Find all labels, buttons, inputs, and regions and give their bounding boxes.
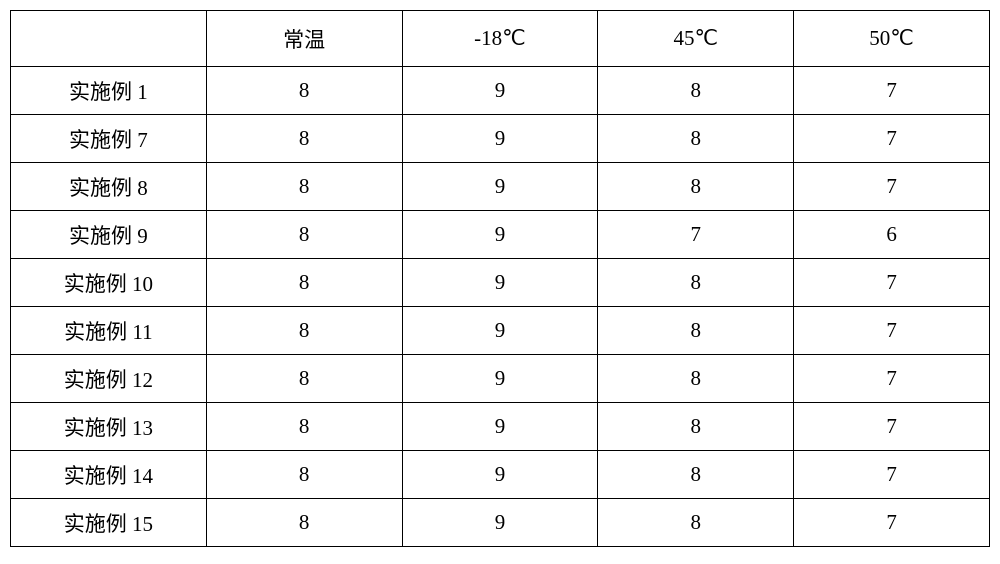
table-row: 实施例 14 8 9 8 7 (11, 451, 990, 499)
data-cell: 7 (794, 115, 990, 163)
data-cell: 8 (206, 115, 402, 163)
row-label: 实施例 12 (11, 355, 207, 403)
table-row: 实施例 10 8 9 8 7 (11, 259, 990, 307)
data-cell: 8 (206, 259, 402, 307)
data-cell: 8 (206, 403, 402, 451)
data-cell: 9 (402, 403, 598, 451)
data-cell: 8 (206, 67, 402, 115)
data-cell: 7 (598, 211, 794, 259)
data-cell: 9 (402, 499, 598, 547)
table-row: 实施例 1 8 9 8 7 (11, 67, 990, 115)
data-cell: 9 (402, 307, 598, 355)
data-cell: 8 (598, 451, 794, 499)
data-cell: 7 (794, 451, 990, 499)
row-label: 实施例 8 (11, 163, 207, 211)
table-header-row: 常温 -18℃ 45℃ 50℃ (11, 11, 990, 67)
data-cell: 8 (598, 307, 794, 355)
data-cell: 8 (598, 355, 794, 403)
data-cell: 9 (402, 259, 598, 307)
table-row: 实施例 13 8 9 8 7 (11, 403, 990, 451)
data-cell: 8 (598, 259, 794, 307)
table-row: 实施例 11 8 9 8 7 (11, 307, 990, 355)
data-cell: 9 (402, 355, 598, 403)
data-cell: 7 (794, 355, 990, 403)
data-cell: 8 (206, 355, 402, 403)
row-label: 实施例 11 (11, 307, 207, 355)
data-cell: 9 (402, 67, 598, 115)
row-label: 实施例 9 (11, 211, 207, 259)
row-label: 实施例 14 (11, 451, 207, 499)
table-body: 实施例 1 8 9 8 7 实施例 7 8 9 8 7 实施例 8 8 9 8 … (11, 67, 990, 547)
row-label: 实施例 15 (11, 499, 207, 547)
header-cell-minus18: -18℃ (402, 11, 598, 67)
data-cell: 7 (794, 403, 990, 451)
header-cell-45c: 45℃ (598, 11, 794, 67)
data-cell: 8 (598, 67, 794, 115)
table-row: 实施例 15 8 9 8 7 (11, 499, 990, 547)
data-cell: 7 (794, 163, 990, 211)
header-cell-roomtemp: 常温 (206, 11, 402, 67)
table-row: 实施例 8 8 9 8 7 (11, 163, 990, 211)
data-cell: 9 (402, 163, 598, 211)
table-row: 实施例 7 8 9 8 7 (11, 115, 990, 163)
data-cell: 8 (598, 499, 794, 547)
data-cell: 8 (206, 307, 402, 355)
data-cell: 7 (794, 499, 990, 547)
data-cell: 8 (206, 499, 402, 547)
data-cell: 9 (402, 211, 598, 259)
row-label: 实施例 13 (11, 403, 207, 451)
table-row: 实施例 12 8 9 8 7 (11, 355, 990, 403)
header-cell-blank (11, 11, 207, 67)
data-cell: 8 (598, 403, 794, 451)
data-cell: 7 (794, 67, 990, 115)
data-cell: 8 (206, 211, 402, 259)
data-table: 常温 -18℃ 45℃ 50℃ 实施例 1 8 9 8 7 实施例 7 8 9 … (10, 10, 990, 547)
header-cell-50c: 50℃ (794, 11, 990, 67)
data-cell: 6 (794, 211, 990, 259)
data-cell: 9 (402, 451, 598, 499)
data-cell: 7 (794, 307, 990, 355)
row-label: 实施例 10 (11, 259, 207, 307)
row-label: 实施例 1 (11, 67, 207, 115)
data-cell: 9 (402, 115, 598, 163)
row-label: 实施例 7 (11, 115, 207, 163)
data-cell: 8 (206, 451, 402, 499)
data-cell: 8 (598, 115, 794, 163)
table-row: 实施例 9 8 9 7 6 (11, 211, 990, 259)
data-cell: 8 (206, 163, 402, 211)
data-cell: 7 (794, 259, 990, 307)
data-cell: 8 (598, 163, 794, 211)
